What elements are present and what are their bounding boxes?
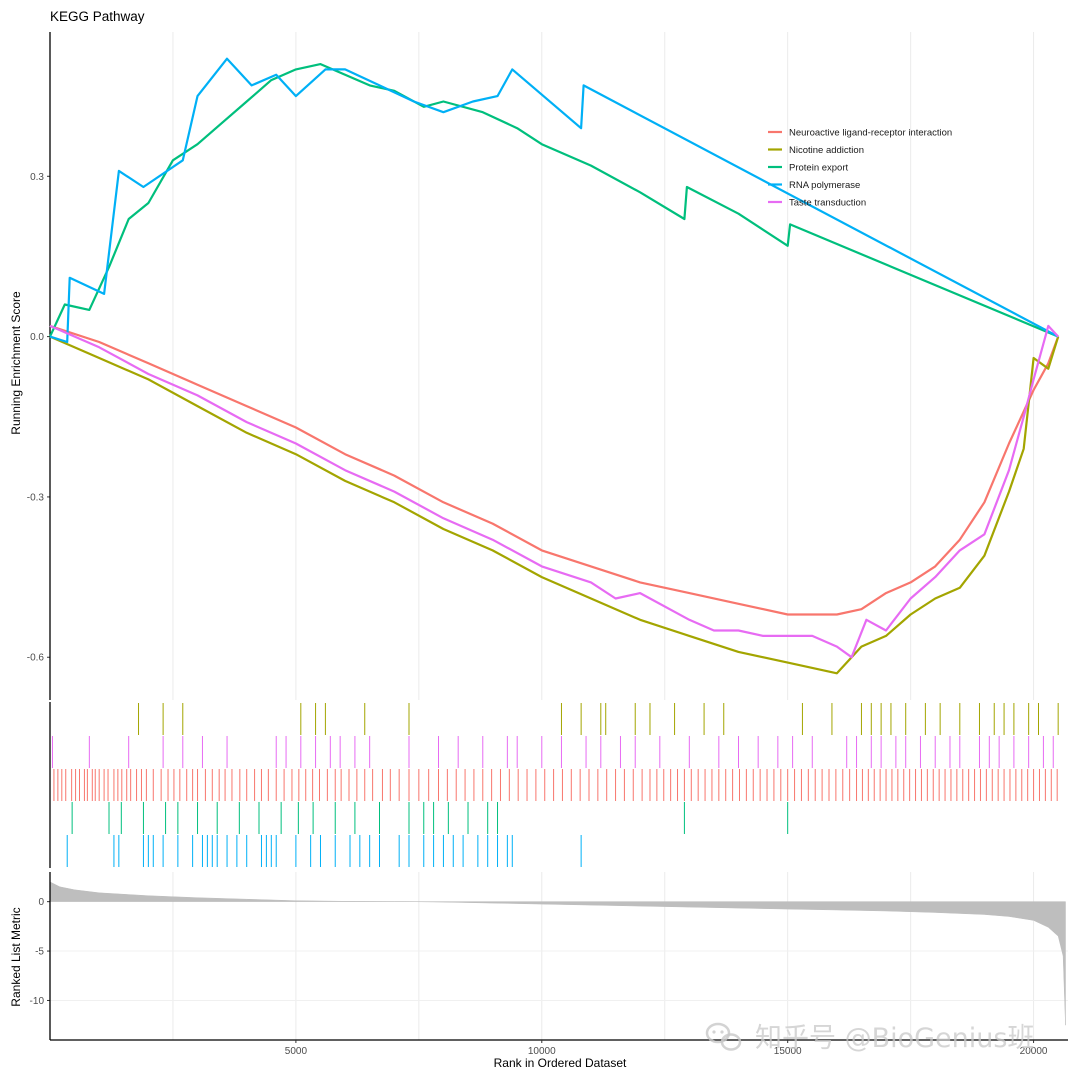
x-axis-title: Rank in Ordered Dataset	[494, 1056, 627, 1070]
es-y-tick-label: -0.6	[27, 653, 45, 664]
es-series-line-0	[49, 324, 1060, 616]
legend-label-0: Neuroactive ligand-receptor interaction	[789, 128, 952, 139]
es-series-line-1	[49, 335, 1060, 675]
x-tick-label: 15000	[774, 1046, 802, 1057]
watermark-text: 知乎号 @BioGenius班	[755, 1023, 1034, 1054]
legend-label-3: RNA polymerase	[789, 180, 860, 191]
watermark: 知乎号 @BioGenius班	[705, 1022, 1034, 1054]
legend-label-4: Taste transduction	[789, 198, 866, 209]
es-series-line-2	[49, 62, 1059, 338]
metric-y-tick-label: -10	[30, 996, 45, 1007]
x-tick-label: 5000	[285, 1046, 308, 1057]
wechat-logo-icon	[705, 1022, 742, 1051]
es-y-tick-label: -0.3	[27, 492, 45, 503]
metric-y-tick-label: -5	[35, 947, 44, 958]
es-y-axis-title: Running Enrichment Score	[9, 291, 23, 435]
ranked-metric-panel: 0 -5 -10 5000 10000 15000 20000	[30, 872, 1068, 1057]
chart-title: KEGG Pathway	[50, 9, 145, 24]
x-tick-label: 10000	[528, 1046, 556, 1057]
es-series-line-4	[49, 324, 1060, 659]
legend-label-1: Nicotine addiction	[789, 145, 864, 156]
metric-y-tick-label: 0	[38, 897, 44, 908]
gene-hits-panel	[49, 702, 1059, 868]
es-series-line-3	[49, 57, 1059, 344]
enrichment-score-panel: 0.3 0.0 -0.3 -0.6	[27, 32, 1060, 700]
es-y-tick-label: 0.3	[30, 172, 44, 183]
legend-label-2: Protein export	[789, 163, 849, 174]
metric-y-axis-title: Ranked List Metric	[9, 907, 23, 1006]
x-tick-label: 20000	[1020, 1046, 1048, 1057]
legend: Neuroactive ligand-receptor interaction N…	[768, 128, 952, 209]
ranked-metric-area	[49, 881, 1066, 1026]
es-y-tick-label: 0.0	[30, 332, 44, 343]
